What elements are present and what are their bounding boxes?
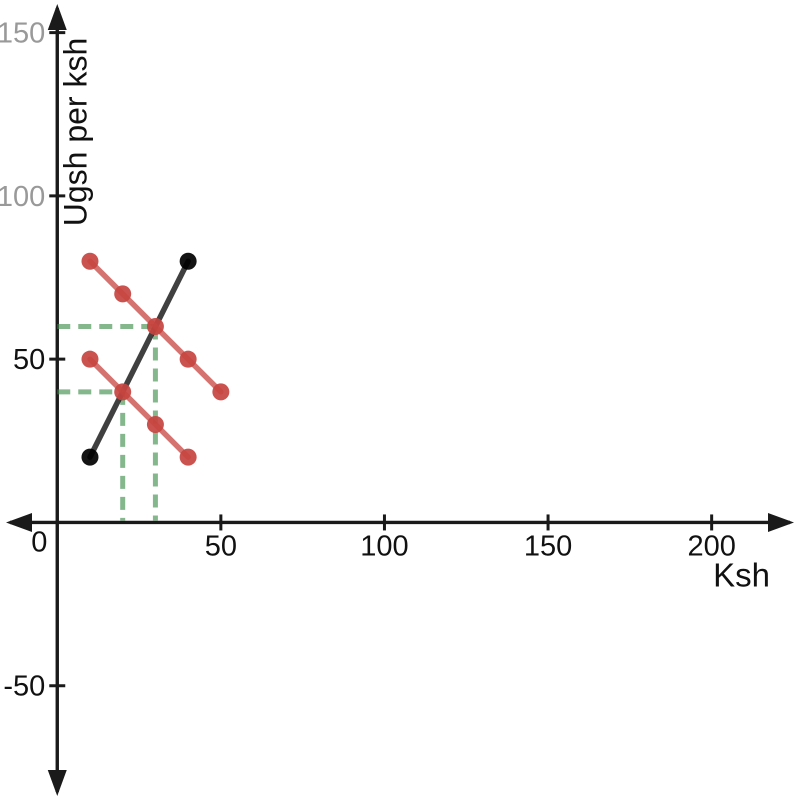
demand-line-upper-point (114, 285, 132, 303)
demand-line-lower-point (114, 383, 132, 401)
x-axis-arrow-left-icon (6, 512, 32, 532)
x-axis-tick-label: 150 (524, 530, 572, 562)
origin-label: 0 (31, 526, 47, 558)
x-axis-tick-label: 200 (687, 530, 735, 562)
y-axis-tick-label: 50 (13, 344, 45, 376)
x-axis-tick-label: 50 (205, 530, 237, 562)
demand-line-upper-point (179, 350, 197, 368)
demand-line-lower-point (179, 448, 197, 466)
demand-line-upper-point (81, 252, 99, 270)
y-axis-tick-label: 150 (0, 18, 45, 50)
y-axis-arrow-down-icon (47, 770, 67, 796)
demand-line-upper-point (146, 318, 164, 336)
y-axis-tick-label: -50 (3, 671, 45, 703)
y-axis-tick-label: 100 (0, 181, 45, 213)
y-axis-arrow-up-icon (47, 4, 67, 30)
y-axis-title: Ugsh per ksh (57, 38, 93, 227)
supply-line (87, 258, 191, 460)
supply-line-point (179, 252, 197, 270)
demand-line-lower-point (81, 350, 99, 368)
x-axis-tick-label: 100 (360, 530, 408, 562)
demand-line-lower (87, 356, 191, 460)
x-axis-title: Ksh (713, 556, 770, 593)
demand-line-lower-point (146, 415, 164, 433)
supply-line-point (81, 448, 99, 466)
x-axis-arrow-right-icon (768, 512, 794, 532)
demand-line-upper-point (212, 383, 230, 401)
